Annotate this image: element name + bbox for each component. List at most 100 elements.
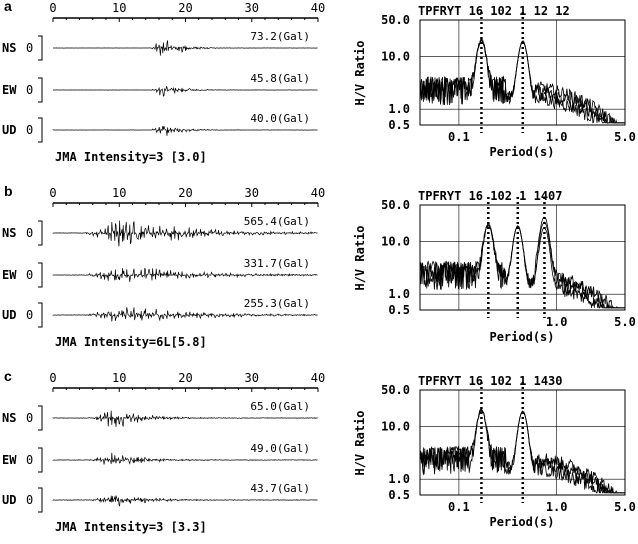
time-tick-label: 0: [49, 371, 56, 385]
hv-curve: [419, 216, 625, 309]
waveform-ew: [53, 85, 318, 97]
channel-name: NS: [2, 411, 16, 425]
jma-intensity: JMA Intensity=6L[5.8]: [55, 335, 207, 349]
panel-letter: a: [4, 0, 12, 14]
channel-bracket: [38, 302, 43, 328]
y-tick-label: 1.0: [388, 472, 410, 486]
x-tick-label: 5.0: [614, 130, 636, 144]
hv-curve: [419, 38, 625, 124]
spectrum-frame: [419, 389, 626, 496]
channel-peak: 45.8(Gal): [250, 72, 310, 85]
channel-zero: 0: [26, 41, 33, 55]
time-tick-label: 20: [178, 1, 192, 15]
waveform-ns: [53, 40, 318, 56]
channel-zero: 0: [26, 123, 33, 137]
channel-peak: 65.0(Gal): [250, 400, 310, 413]
panel-a: a 0 10 20 30 40 NS 0 73.2(Gal) EW 0 45.8(Gal) UD 0 40.…: [2, 0, 636, 164]
channel-name: NS: [2, 226, 16, 240]
channel-peak: 255.3(Gal): [244, 297, 310, 310]
channel-zero: 0: [26, 83, 33, 97]
hv-curve: [419, 38, 625, 124]
x-tick-label: 5.0: [614, 315, 636, 329]
y-tick-label: 10.0: [381, 235, 410, 249]
x-tick-label: 1.0: [546, 130, 568, 144]
x-axis-title: Period(s): [489, 515, 554, 529]
channel-bracket: [38, 405, 43, 431]
panel-letter: c: [4, 368, 12, 384]
time-tick-label: 10: [112, 186, 126, 200]
time-tick-label: 30: [245, 371, 259, 385]
channel-bracket: [38, 487, 43, 513]
channel-bracket: [38, 117, 43, 143]
y-axis-title: H/V Ratio: [353, 225, 367, 290]
time-tick-label: 10: [112, 1, 126, 15]
channel-bracket: [38, 220, 43, 246]
channel-name: UD: [2, 123, 16, 137]
channel-name: NS: [2, 41, 16, 55]
y-tick-label: 0.5: [388, 118, 410, 132]
channel-bracket: [38, 77, 43, 103]
panel-c: c 0 10 20 30 40 NS 0 65.0(Gal) EW 0 49.0(Gal) UD 0 43.…: [2, 368, 636, 534]
channel-zero: 0: [26, 493, 33, 507]
station-label: TPFRYT 16 102 1 1430: [418, 374, 563, 388]
channel-name: EW: [2, 453, 17, 467]
channel-zero: 0: [26, 226, 33, 240]
waveform-ud: [52, 307, 318, 322]
y-tick-label: 0.5: [388, 488, 410, 502]
time-tick-label: 40: [311, 1, 325, 15]
spectrum-frame: [419, 19, 626, 126]
hv-curve: [419, 408, 625, 494]
panels: a 0 10 20 30 40 NS 0 73.2(Gal) EW 0 45.8(Gal) UD 0 40.…: [2, 0, 636, 534]
x-tick-label: 1.0: [546, 315, 568, 329]
jma-intensity: JMA Intensity=3 [3.3]: [55, 520, 207, 534]
time-tick-label: 30: [245, 186, 259, 200]
channel-zero: 0: [26, 308, 33, 322]
time-tick-label: 40: [311, 371, 325, 385]
time-tick-label: 0: [49, 186, 56, 200]
y-tick-label: 1.0: [388, 287, 410, 301]
y-tick-label: 0.5: [388, 303, 410, 317]
time-tick-label: 30: [245, 1, 259, 15]
y-tick-label: 50.0: [381, 198, 410, 212]
channel-name: UD: [2, 308, 16, 322]
x-tick-label: 1.0: [546, 500, 568, 514]
channel-peak: 73.2(Gal): [250, 30, 310, 43]
channel-bracket: [38, 262, 43, 288]
channel-name: UD: [2, 493, 16, 507]
time-tick-label: 10: [112, 371, 126, 385]
channel-peak: 49.0(Gal): [250, 442, 310, 455]
time-tick-label: 0: [49, 1, 56, 15]
time-tick-label: 20: [178, 371, 192, 385]
panel-letter: b: [4, 183, 13, 199]
channel-name: EW: [2, 83, 17, 97]
channel-name: EW: [2, 268, 17, 282]
y-tick-label: 50.0: [381, 383, 410, 397]
channel-peak: 565.4(Gal): [244, 215, 310, 228]
y-axis-title: H/V Ratio: [353, 40, 367, 105]
spectrum-frame: [419, 204, 626, 311]
time-tick-label: 20: [178, 186, 192, 200]
waveform-ud: [52, 495, 318, 507]
station-label: TPFRYT 16 102 1 1407: [418, 189, 563, 203]
x-tick-label: 0.1: [448, 130, 470, 144]
waveform-ew: [52, 452, 318, 465]
y-tick-label: 10.0: [381, 50, 410, 64]
y-tick-label: 1.0: [388, 102, 410, 116]
channel-peak: 331.7(Gal): [244, 257, 310, 270]
waveform-ew: [52, 267, 318, 282]
channel-zero: 0: [26, 453, 33, 467]
time-tick-label: 40: [311, 186, 325, 200]
waveform-ns: [52, 220, 318, 247]
y-tick-label: 50.0: [381, 13, 410, 27]
x-axis-title: Period(s): [489, 145, 554, 159]
waveform-ns: [52, 410, 318, 428]
x-axis-title: Period(s): [489, 330, 554, 344]
hv-curve: [419, 37, 625, 125]
channel-peak: 43.7(Gal): [250, 482, 310, 495]
jma-intensity: JMA Intensity=3 [3.0]: [55, 150, 207, 164]
waveform-ud: [52, 125, 318, 136]
channel-peak: 40.0(Gal): [250, 112, 310, 125]
channel-zero: 0: [26, 411, 33, 425]
station-label: TPFRYT 16 102 1 12 12: [418, 4, 570, 18]
